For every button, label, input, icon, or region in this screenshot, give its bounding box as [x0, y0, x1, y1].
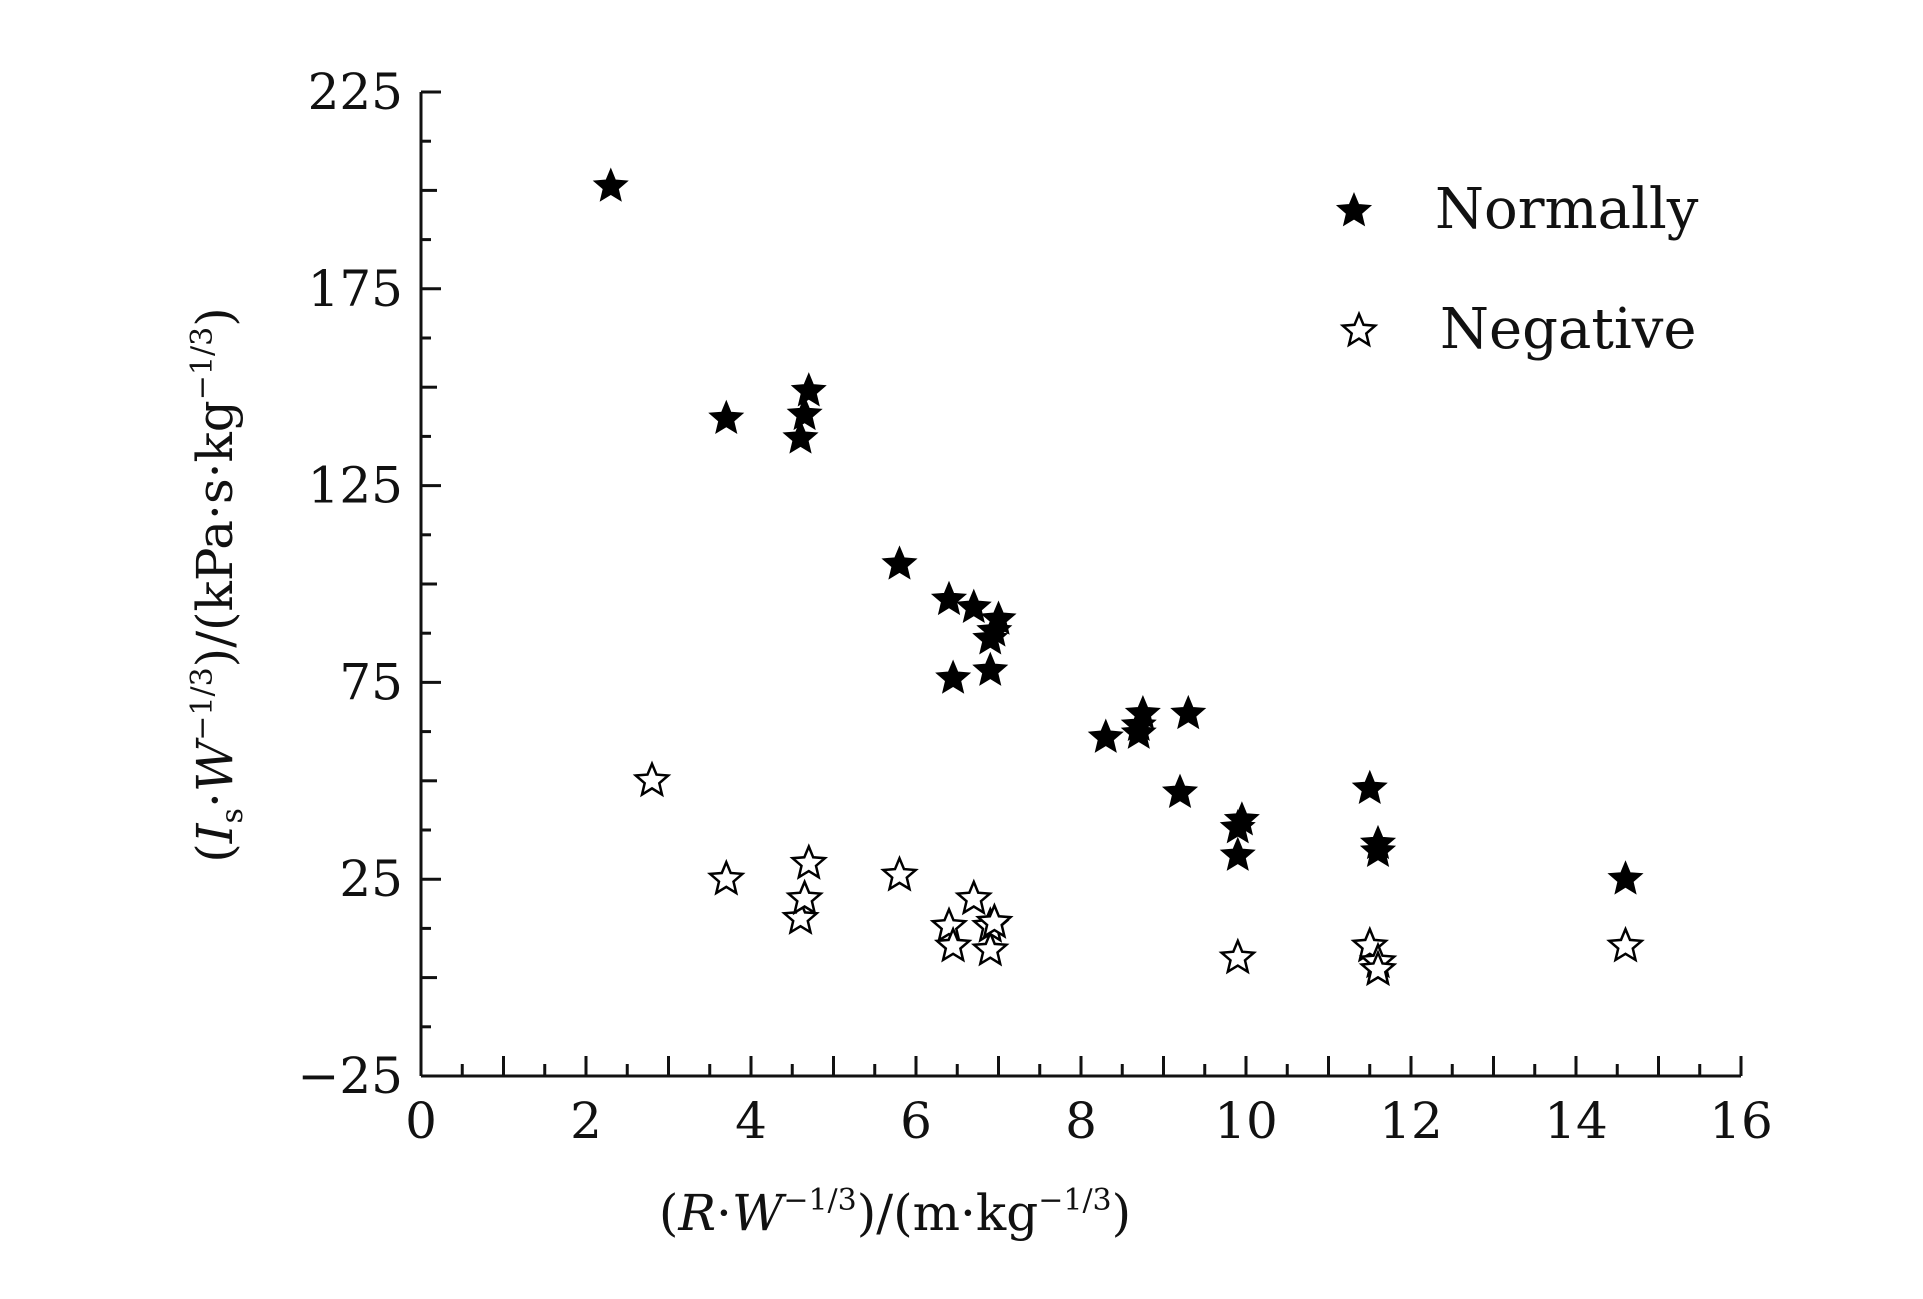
- hollow-star-point: [880, 855, 919, 892]
- y-tick-label: 125: [308, 457, 403, 515]
- legend-star-filled: [1335, 192, 1373, 227]
- hollow-star-point: [632, 760, 672, 798]
- hollow-star-point: [929, 906, 969, 943]
- x-axis-title: (R·W−1/3)/(m·kg−1/3): [659, 1183, 1131, 1242]
- data-points: [592, 167, 1645, 987]
- filled-star-point: [1219, 836, 1256, 871]
- legend-marker-normally: [1335, 192, 1373, 227]
- y-axis-title: (Is·W−1/3)/(kPa·s·kg−1/3): [185, 307, 250, 862]
- x-tick-label: 14: [1544, 1092, 1608, 1150]
- filled-star-point: [930, 580, 968, 616]
- filled-star-point: [1351, 769, 1388, 804]
- legend-marker-negative: [1339, 310, 1379, 348]
- x-tick-label: 8: [1065, 1092, 1097, 1150]
- filled-star-point: [592, 167, 629, 202]
- x-tick-label: 16: [1709, 1092, 1773, 1150]
- filled-star-point: [972, 651, 1009, 686]
- filled-star-point: [935, 659, 972, 694]
- x-tick-label: 2: [570, 1092, 602, 1150]
- y-tick-label: −25: [297, 1047, 403, 1105]
- filled-star-point: [790, 372, 827, 407]
- legend: Normally Negative: [1335, 177, 1699, 362]
- filled-star-point: [1124, 694, 1161, 730]
- filled-star-point: [786, 395, 823, 431]
- hollow-star-point: [789, 843, 829, 880]
- hollow-star-point: [1358, 949, 1398, 987]
- filled-star-point: [782, 419, 819, 454]
- series-normally: [592, 167, 1644, 895]
- hollow-star-point: [1218, 937, 1257, 975]
- filled-star-point: [1607, 860, 1644, 895]
- x-tick-label: 6: [900, 1092, 932, 1150]
- filled-star-point: [1087, 718, 1124, 753]
- hollow-star-point: [970, 929, 1010, 967]
- x-tick-label: 0: [405, 1092, 437, 1150]
- legend-star-hollow: [1339, 310, 1379, 348]
- hollow-star-point: [933, 925, 973, 963]
- filled-star-point: [1161, 773, 1199, 808]
- hollow-star-point: [781, 898, 820, 935]
- filled-star-point: [1359, 824, 1397, 860]
- hollow-star-point: [785, 878, 824, 916]
- x-tick-label: 4: [735, 1092, 767, 1150]
- hollow-star-point: [954, 878, 994, 916]
- tick-labels: 0 2 4 6 8 10 12 14 16 −25 25 75 125 175 225: [297, 63, 1772, 1150]
- hollow-star-point: [975, 902, 1014, 939]
- x-tick-label: 12: [1379, 1092, 1443, 1150]
- y-tick-label: 175: [308, 260, 403, 318]
- filled-star-point: [708, 399, 745, 434]
- y-tick-label: 25: [339, 850, 403, 908]
- legend-label-normally: Normally: [1435, 177, 1699, 242]
- y-tick-label: 75: [339, 653, 403, 711]
- tick-marks: [419, 90, 1743, 1078]
- filled-star-point: [1170, 694, 1207, 730]
- filled-star-point: [1223, 801, 1260, 836]
- legend-label-negative: Negative: [1440, 297, 1697, 362]
- series-negative: [632, 760, 1645, 987]
- y-tick-label: 225: [308, 63, 403, 121]
- hollow-star-point: [707, 858, 746, 896]
- filled-star-point: [881, 545, 918, 580]
- x-tick-label: 10: [1214, 1092, 1278, 1150]
- hollow-star-point: [1606, 925, 1645, 963]
- filled-star-point: [980, 600, 1017, 635]
